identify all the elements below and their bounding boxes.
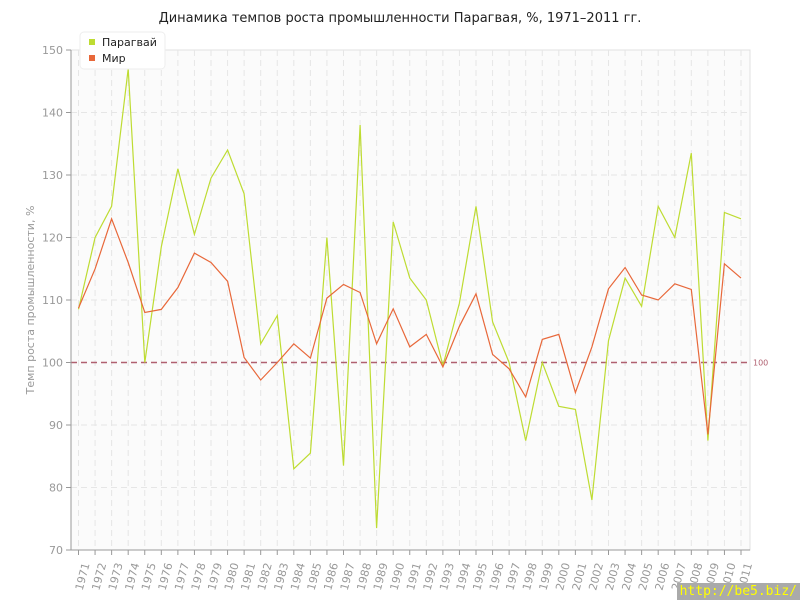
legend-label-paraguay: Парагвай bbox=[102, 36, 157, 49]
y-tick-label: 80 bbox=[49, 482, 63, 495]
legend-swatch-world bbox=[89, 55, 95, 61]
series-line-paraguay bbox=[77, 68, 742, 529]
y-tick-label: 100 bbox=[42, 357, 63, 370]
y-tick-label: 110 bbox=[42, 294, 63, 307]
y-tick-label: 130 bbox=[42, 169, 63, 182]
y-tick-label: 90 bbox=[49, 419, 63, 432]
watermark: http://be5.biz/ bbox=[676, 583, 800, 600]
y-tick-label: 70 bbox=[49, 544, 63, 557]
chart-title: Динамика темпов роста промышленности Пар… bbox=[159, 11, 642, 26]
legend: Парагвай Мир bbox=[79, 31, 166, 70]
y-tick-label: 120 bbox=[42, 232, 63, 245]
legend-swatch-paraguay bbox=[89, 39, 95, 45]
y-tick-label: 150 bbox=[42, 44, 63, 57]
y-tick-label: 140 bbox=[42, 107, 63, 120]
reference-line-label: 100 bbox=[753, 359, 768, 368]
legend-label-world: Мир bbox=[102, 52, 126, 65]
y-axis-label: Темп роста промышленности, % bbox=[24, 206, 37, 396]
series-line-world bbox=[77, 217, 742, 435]
